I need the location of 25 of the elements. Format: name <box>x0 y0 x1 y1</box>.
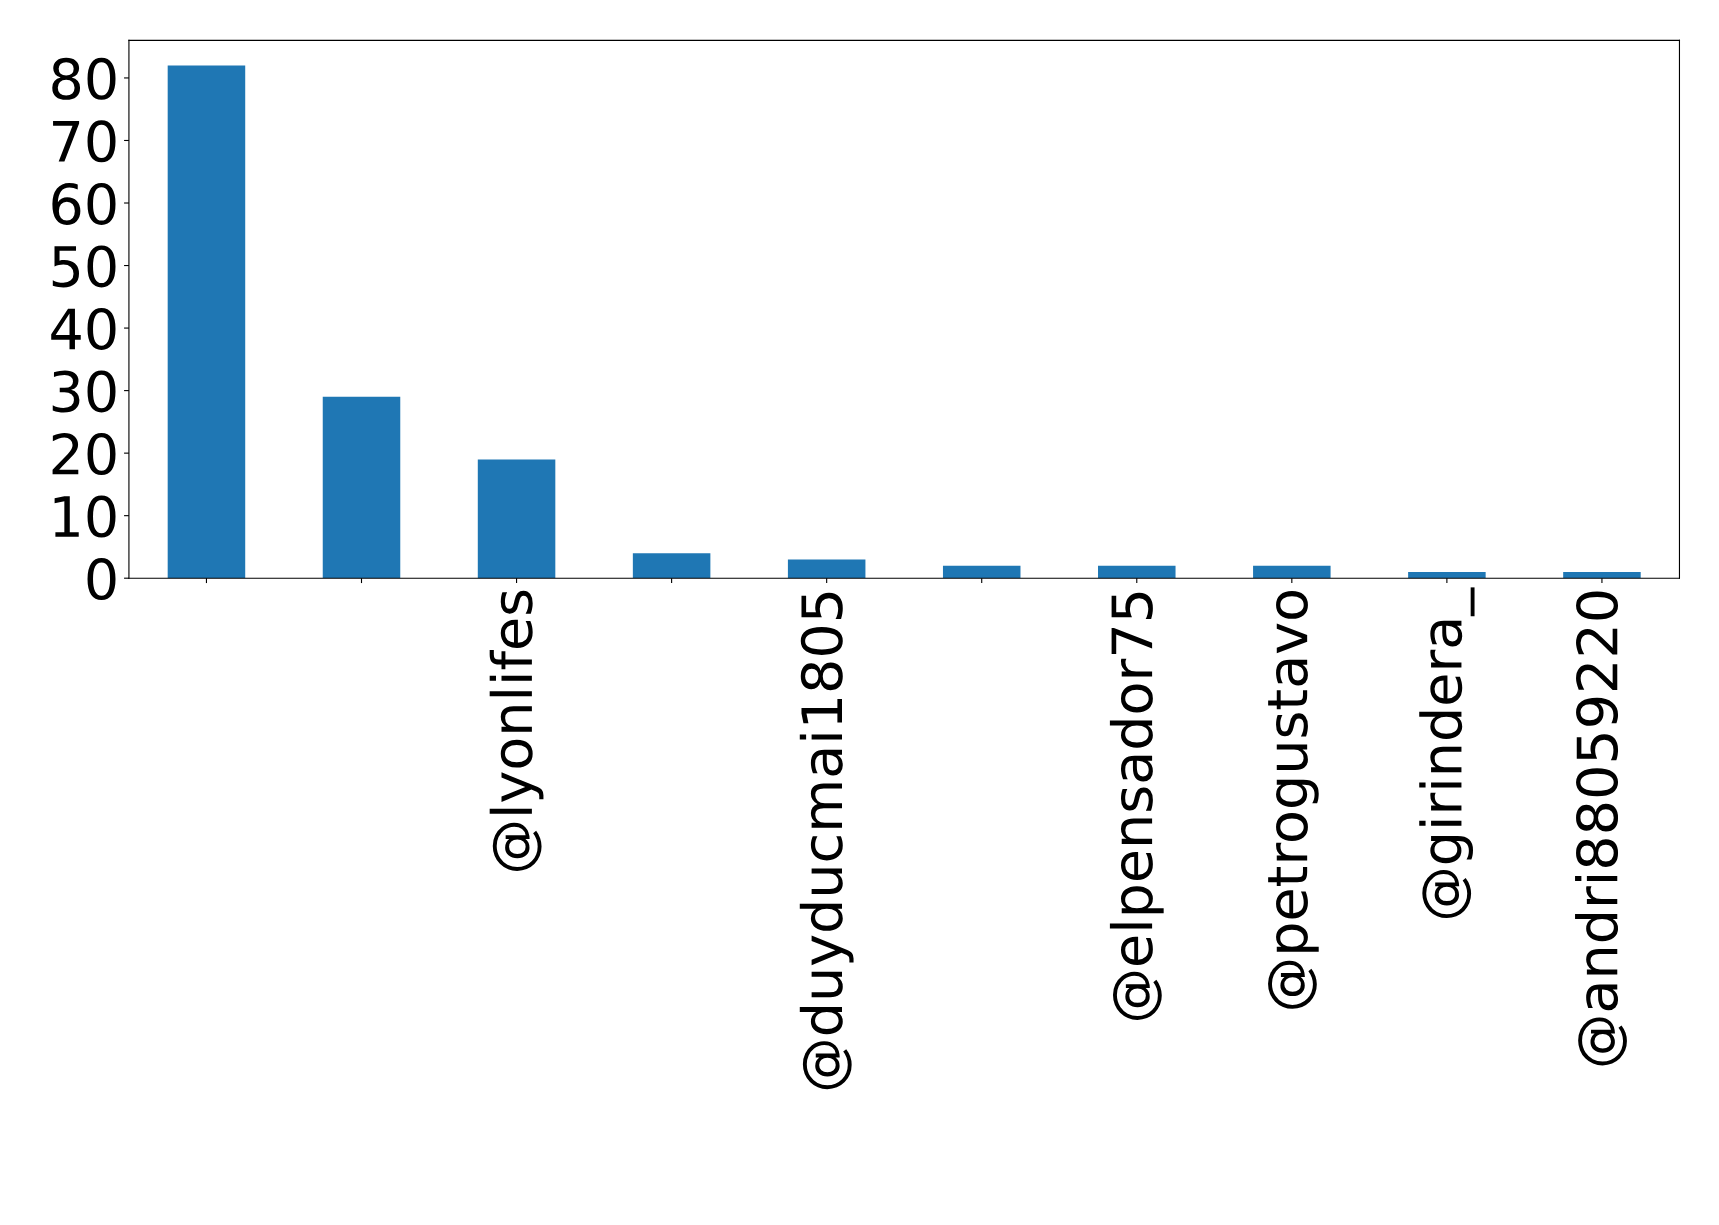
bar <box>1563 571 1641 579</box>
bar <box>787 559 866 579</box>
x-tick-label: @duyducmai1805 <box>799 592 854 1090</box>
bar <box>477 459 556 579</box>
x-tick-label: @andri88059220 <box>1575 591 1627 1066</box>
y-tick-label: 30 <box>52 370 116 413</box>
bar <box>322 396 401 579</box>
x-tick-label: @lyonlifes <box>489 590 544 871</box>
bar <box>167 65 246 579</box>
y-tick-label: 50 <box>52 245 116 288</box>
y-tick-label: 20 <box>52 433 116 476</box>
x-tick-label: @elpensador75 <box>1109 592 1164 1020</box>
bar <box>942 565 1021 579</box>
x-tick-label: @girindera_ <box>1419 587 1475 919</box>
bar <box>1253 565 1331 579</box>
y-tick-label: 0 <box>87 558 116 601</box>
y-tick-label: 60 <box>52 182 116 225</box>
x-tick-label: @petrogustavo <box>1268 590 1319 1009</box>
y-tick-label: 10 <box>54 495 116 538</box>
y-tick-label: 70 <box>53 120 116 163</box>
y-tick-label: 80 <box>52 57 116 100</box>
bar <box>632 553 711 579</box>
bar <box>1408 571 1486 579</box>
y-tick-label: 40 <box>51 307 116 350</box>
bar <box>1098 565 1176 579</box>
